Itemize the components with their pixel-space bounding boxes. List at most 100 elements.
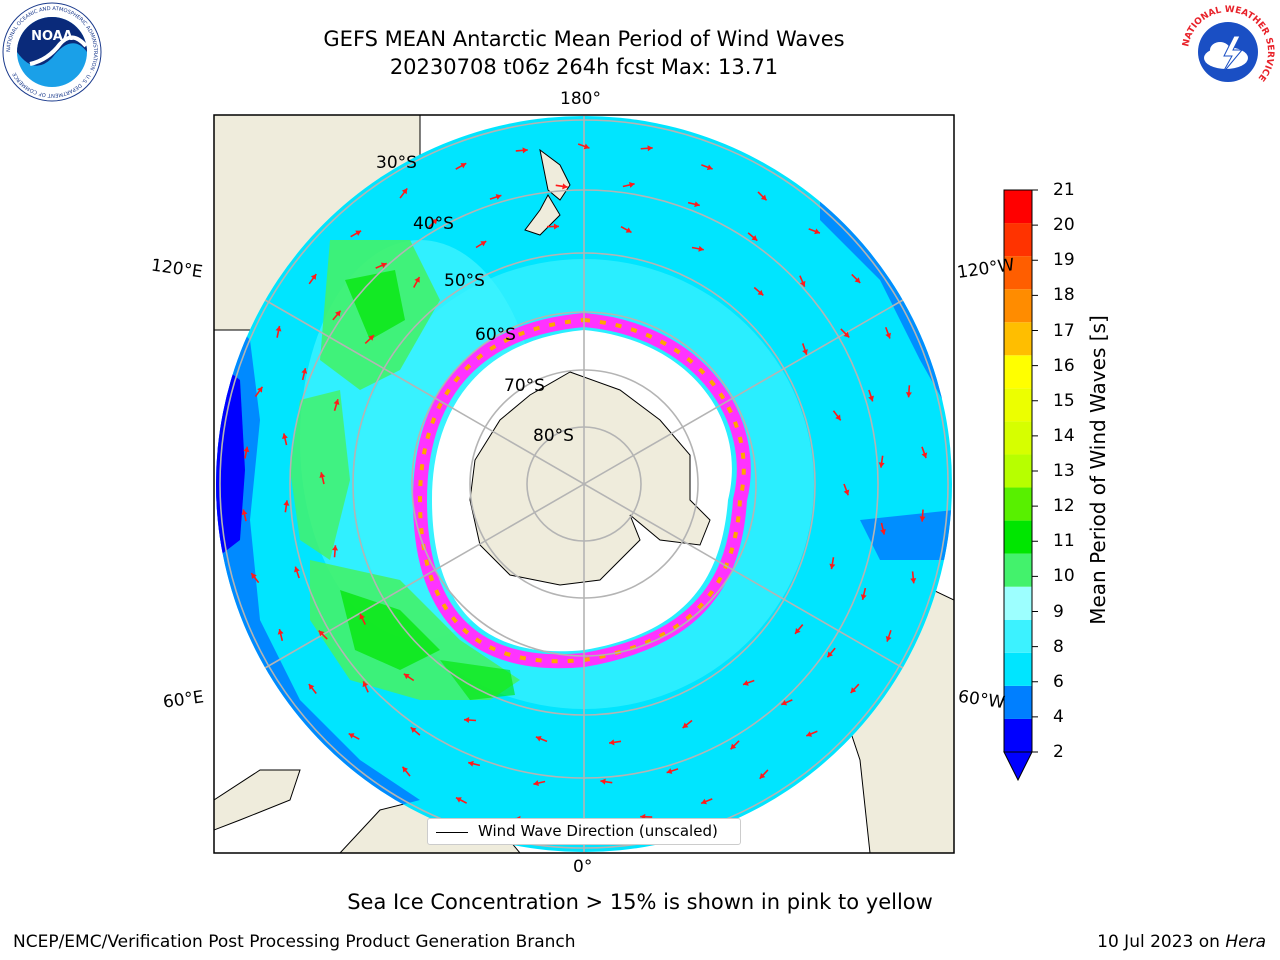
wave-direction-arrowhead xyxy=(835,414,841,421)
graticule xyxy=(219,116,949,852)
colorbar-tick-label: 6 xyxy=(1053,671,1064,692)
wave-direction-arrowhead xyxy=(795,628,801,634)
colorbar-segment xyxy=(1004,520,1032,554)
wave-direction-arrowhead xyxy=(625,227,632,233)
wave-direction-arrowhead xyxy=(910,578,917,584)
wave-direction-arrowhead xyxy=(402,766,408,773)
lon-label-180: 180° xyxy=(560,89,601,109)
wave-direction-arrowhead xyxy=(359,613,365,620)
wave-direction-arrowhead xyxy=(706,164,713,171)
legend-label: Wind Wave Direction (unscaled) xyxy=(478,822,718,840)
lat-label-70s: 70°S xyxy=(504,376,545,396)
wave-direction-arrowhead xyxy=(403,673,410,680)
lat-label-80s: 80°S xyxy=(533,426,574,446)
wave-direction-arrowhead xyxy=(843,331,850,338)
wave-direction-arrowhead xyxy=(583,143,590,150)
colorbar-segment xyxy=(1004,652,1032,686)
chart-subtitle: 20230708 t06z 264h fcst Max: 13.71 xyxy=(389,55,779,79)
wave-direction-arrowhead xyxy=(799,280,806,287)
colorbar-segment xyxy=(1004,553,1032,587)
colorbar-segment xyxy=(1004,322,1032,356)
wave-direction-arrowhead xyxy=(759,772,766,779)
colorbar-segment xyxy=(1004,586,1032,620)
wave-direction-arrowhead xyxy=(251,573,257,579)
wave-direction-arrowhead xyxy=(647,145,653,152)
madagascar-land xyxy=(214,769,301,831)
wind-wave-direction-arrows xyxy=(241,143,928,830)
wave-direction-arrowhead xyxy=(562,183,568,190)
colorbar-tick-label: 8 xyxy=(1053,636,1064,657)
wave-direction-arrowhead xyxy=(814,228,820,235)
noaa-logo-text: NOAA xyxy=(31,29,73,44)
colorbar-tick-label: 12 xyxy=(1053,496,1075,517)
colorbar-extend-min xyxy=(1003,751,1033,782)
colorbar-tick-label: 20 xyxy=(1053,215,1075,236)
wave-direction-arrowhead xyxy=(827,651,833,658)
noaa-logo: NATIONAL OCEANIC AND ATMOSPHERIC ADMINIS… xyxy=(2,2,102,102)
wave-direction-arrowhead xyxy=(318,630,325,637)
wave-direction-arrowhead xyxy=(480,241,487,247)
wave-direction-arrowhead xyxy=(919,516,926,522)
wave-direction-arrowhead xyxy=(277,629,284,635)
colorbar-segment xyxy=(1004,487,1032,521)
wave-direction-arrowhead xyxy=(666,768,673,774)
wave-direction-arrowhead xyxy=(885,635,892,642)
colorbar-tick-label: 14 xyxy=(1053,425,1075,446)
wave-direction-arrowhead xyxy=(410,727,417,733)
wave-direction-arrowhead xyxy=(880,529,886,535)
lat-label-30s: 30°S xyxy=(376,153,417,173)
wave-direction-arrowhead xyxy=(682,722,689,728)
wave-direction-arrowhead xyxy=(553,223,559,230)
wave-direction-arrowhead xyxy=(850,687,857,693)
wave-direction-arrowhead xyxy=(414,276,420,283)
wave-direction-arrowhead xyxy=(698,245,704,252)
wave-direction-arrowhead xyxy=(802,349,808,355)
colorbar-segment xyxy=(1004,289,1032,323)
wave-direction-arrowhead xyxy=(243,446,250,453)
wave-direction-arrowhead xyxy=(829,563,836,570)
colorbar-tick-label: 17 xyxy=(1053,320,1075,341)
wave-direction-arrowhead xyxy=(860,594,867,600)
legend-line-swatch xyxy=(436,832,468,833)
map-frame xyxy=(213,114,955,854)
wave-direction-arrowhead xyxy=(319,472,326,478)
wave-direction-arrowhead xyxy=(854,277,861,283)
credit-text: NCEP/EMC/Verification Post Processing Pr… xyxy=(13,932,576,952)
sea-ice-note: Sea Ice Concentration > 15% is shown in … xyxy=(347,890,933,914)
lat-label-60s: 60°S xyxy=(475,325,516,345)
colorbar-tick-label: 4 xyxy=(1053,706,1064,727)
colorbar-segment xyxy=(1004,256,1032,290)
wave-direction-arrowhead xyxy=(310,274,317,280)
wave-direction-arrowhead xyxy=(868,395,874,402)
wave-direction-arrowhead xyxy=(905,392,912,398)
wave-direction-arrowhead xyxy=(751,235,758,241)
wave-direction-arrowhead xyxy=(464,717,470,724)
wave-direction-arrowhead xyxy=(921,452,928,459)
wave-direction-arrowhead xyxy=(257,386,263,393)
new-zealand-south xyxy=(524,193,561,236)
wave-direction-arrowhead xyxy=(600,778,606,785)
wave-direction-arrowhead xyxy=(535,735,542,742)
wave-direction-arrowhead xyxy=(743,680,749,686)
wave-direction-arrowhead xyxy=(335,310,341,317)
wave-direction-arrowhead xyxy=(878,462,885,468)
colorbar-tick-label: 21 xyxy=(1053,180,1075,200)
colorbar-segment xyxy=(1004,223,1032,257)
wave-direction-arrowhead xyxy=(401,188,408,195)
wave-direction-arrowhead xyxy=(885,332,891,339)
colorbar-segment xyxy=(1004,355,1032,389)
colorbar-tick-label: 11 xyxy=(1053,531,1075,552)
antarctica-land xyxy=(469,371,711,586)
wave-direction-arrowhead xyxy=(806,731,813,737)
wave-direction-arrowhead xyxy=(431,218,438,225)
wave-direction-arrowhead xyxy=(348,733,355,739)
colorbar-tick-label: 13 xyxy=(1053,461,1075,481)
colorbar-tick-label: 10 xyxy=(1053,566,1075,587)
lat-label-40s: 40°S xyxy=(413,214,454,234)
colorbar-tick-label: 2 xyxy=(1053,742,1064,762)
map-legend: Wind Wave Direction (unscaled) xyxy=(427,818,741,845)
wave-direction-arrowhead xyxy=(522,147,528,154)
date-text: 10 Jul 2023 on Hera xyxy=(1097,932,1266,952)
chart-title: GEFS MEAN Antarctic Mean Period of Wind … xyxy=(323,27,845,51)
